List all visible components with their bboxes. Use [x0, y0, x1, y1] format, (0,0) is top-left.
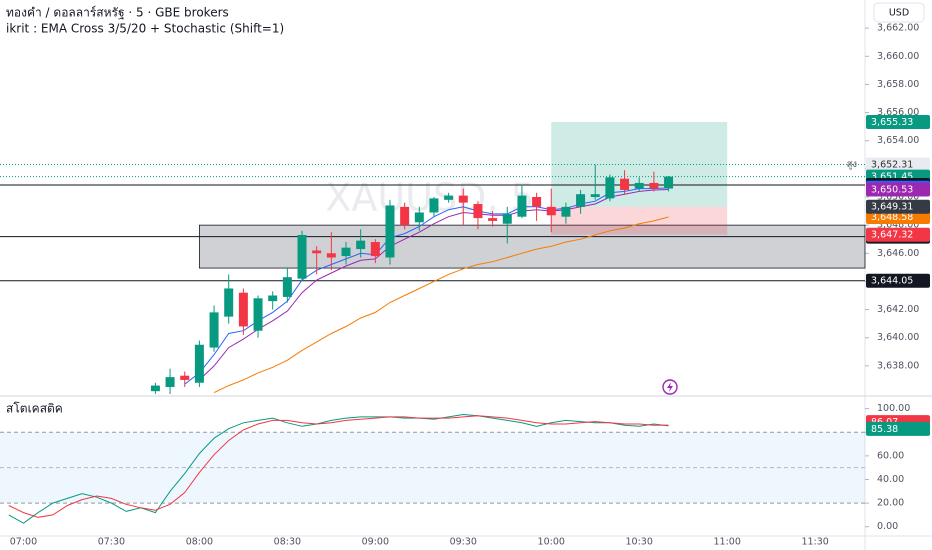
- candle-body: [634, 182, 644, 189]
- price-tag-bg: [866, 273, 930, 288]
- x-tick-label: 10:30: [626, 537, 653, 548]
- candle-body: [532, 197, 542, 207]
- price-tag: 3,651.45: [871, 172, 913, 183]
- candle-body: [326, 253, 336, 258]
- indicator-title: ikrit : EMA Cross 3/5/20 + Stochastic (S…: [6, 22, 284, 36]
- x-tick-label: 09:00: [362, 537, 389, 548]
- symbol-title: ทองคำ / ดอลลาร์สหรัฐ · 5 · GBE brokers: [6, 6, 229, 20]
- candle-body: [488, 218, 498, 221]
- price-tag-name: สูง: [847, 159, 857, 170]
- ema-line: [184, 187, 669, 385]
- pane-title: สโตเคสติค: [6, 402, 63, 416]
- candle-body: [282, 277, 292, 297]
- candle-body: [546, 206, 556, 216]
- plot: XAUUSD, 5 3,638.00 3,640.00 3,642.00 3,644.0…: [0, 23, 930, 548]
- x-tick-label: 07:00: [10, 537, 37, 548]
- candle-body: [590, 194, 600, 197]
- y-tick-label: 3,642.00: [877, 304, 919, 315]
- ema-line: [213, 216, 669, 394]
- price-tag: 3,644.05: [871, 276, 913, 287]
- x-tick-label: 11:30: [801, 537, 828, 548]
- y-tick-label: 20.00: [877, 498, 904, 509]
- candle-body: [194, 344, 204, 383]
- y-tick-label: 3,660.00: [877, 51, 919, 62]
- y-tick-label: 3,654.00: [877, 135, 919, 146]
- y-tick-label: 3,646.00: [877, 248, 919, 259]
- candle-body: [517, 195, 527, 217]
- candle-body: [385, 205, 395, 258]
- y-tick-label: 0.00: [877, 521, 898, 532]
- event-icon-bolt: [667, 382, 673, 392]
- watermark: XAUUSD, 5: [325, 176, 534, 220]
- position-target-label-bg: [866, 114, 930, 129]
- stoch-line: [8, 413, 669, 524]
- y-tick-label: 3,656.00: [877, 107, 919, 118]
- position-stop: [551, 206, 728, 235]
- candle-body: [444, 195, 454, 200]
- candle-body: [620, 178, 630, 190]
- candle-body: [576, 194, 586, 207]
- candle-body: [502, 213, 512, 224]
- position-entry-label-bg: [866, 199, 930, 214]
- y-tick-label: 3,640.00: [877, 332, 919, 343]
- currency-button[interactable]: [873, 2, 925, 23]
- candle-body: [224, 288, 234, 317]
- price-tag-bg: [866, 182, 930, 197]
- candle-body: [253, 298, 263, 331]
- candle-body: [664, 176, 674, 189]
- x-tick-label: 08:00: [186, 537, 213, 548]
- candle-body: [561, 206, 571, 217]
- price-tag: 3,648.58: [871, 212, 913, 223]
- currency-label[interactable]: USD: [889, 8, 909, 19]
- stoch-value-tag-bg: [866, 421, 930, 436]
- x-tick-label: 11:00: [713, 537, 740, 548]
- position-stop-label-bg: [866, 227, 930, 242]
- y-tick-label: 3,658.00: [877, 79, 919, 90]
- stoch-value-tag: 85.38: [871, 424, 898, 435]
- candle-body: [180, 375, 190, 380]
- candle-body: [268, 295, 278, 302]
- position-entry-label: 3,649.31: [871, 202, 913, 213]
- candle-body: [458, 195, 468, 203]
- stoch-band: [0, 432, 865, 504]
- x-tick-label: 10:00: [538, 537, 565, 548]
- price-tag: 3,650.53: [871, 185, 913, 196]
- y-tick-label: 3,638.00: [877, 360, 919, 371]
- candle-body: [370, 242, 380, 257]
- y-tick-label: 3,662.00: [877, 23, 919, 34]
- price-tag: 3,652.31: [871, 159, 913, 170]
- x-tick-label: 09:30: [450, 537, 477, 548]
- position-target-label: 3,655.33: [871, 117, 913, 128]
- zone: [198, 224, 866, 269]
- stoch-line: [8, 415, 669, 518]
- candle-body: [165, 377, 175, 387]
- y-tick-label: 100.00: [877, 403, 910, 414]
- candle-body: [238, 292, 248, 327]
- candle-body: [341, 247, 351, 257]
- y-tick-label: 40.00: [877, 474, 904, 485]
- x-tick-label: 07:30: [98, 537, 125, 548]
- candle-body: [473, 204, 483, 219]
- y-tick-label: 60.00: [877, 450, 904, 461]
- price-tag-bg: [866, 157, 930, 172]
- candle-body: [356, 240, 366, 250]
- y-tick-label: 3,648.00: [877, 220, 919, 231]
- candle-body: [209, 312, 219, 348]
- candle-body: [150, 385, 160, 392]
- y-tick-label: 3,650.00: [877, 192, 919, 203]
- candle-body: [429, 198, 439, 213]
- candle-body: [297, 234, 307, 279]
- candle-body: [649, 182, 659, 189]
- ema-line: [199, 189, 669, 381]
- candle-body: [400, 206, 410, 226]
- candle-body: [605, 177, 615, 199]
- x-tick-label: 08:30: [274, 537, 301, 548]
- candle-body: [414, 212, 424, 223]
- position-stop-label: 3,647.32: [871, 230, 913, 241]
- candle-body: [312, 250, 322, 254]
